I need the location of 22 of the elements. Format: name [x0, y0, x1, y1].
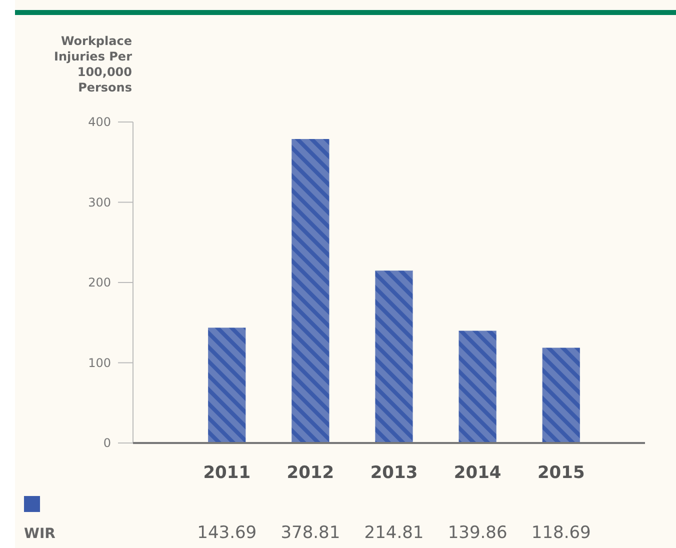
- bar: [208, 328, 246, 443]
- legend-label: WIR: [24, 526, 56, 542]
- x-tick-label: 2012: [286, 463, 334, 483]
- bar: [375, 270, 413, 443]
- y-tick-label: 0: [103, 436, 111, 450]
- y-tick-label: 400: [88, 115, 111, 129]
- y-tick-label: 200: [88, 276, 111, 290]
- x-tick-label: 2015: [537, 463, 585, 483]
- y-tick-label: 300: [88, 195, 111, 210]
- bar: [458, 330, 496, 443]
- x-tick-label: 2011: [203, 463, 251, 483]
- y-axis-title: Workplace Injuries Per 100,000 Persons: [54, 34, 132, 94]
- data-label: 118.69: [531, 523, 591, 543]
- bar: [292, 139, 330, 443]
- data-label: 143.69: [197, 523, 257, 543]
- data-label: 139.86: [448, 523, 508, 543]
- data-label: 378.81: [280, 523, 340, 543]
- x-tick-label: 2014: [454, 463, 502, 483]
- data-label: 214.81: [364, 523, 424, 543]
- bar: [542, 348, 580, 443]
- y-tick-label: 100: [88, 356, 111, 370]
- x-tick-label: 2013: [370, 463, 418, 483]
